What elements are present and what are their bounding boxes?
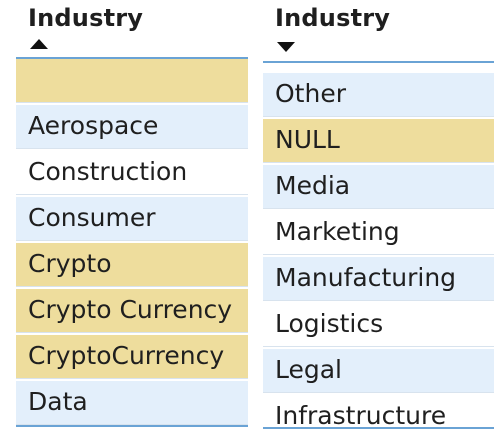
row-label: CryptoCurrency bbox=[28, 341, 225, 370]
industry-table-descending: Industry Other NULL Media Marketing Manufact… bbox=[263, 0, 494, 429]
header-divider bbox=[16, 57, 248, 59]
table-row[interactable]: Crypto bbox=[16, 243, 248, 287]
table-row[interactable]: NULL bbox=[263, 119, 494, 163]
column-header-title: Industry bbox=[28, 4, 144, 32]
sort-descending-icon[interactable] bbox=[277, 42, 295, 52]
column-header-title: Industry bbox=[275, 4, 391, 32]
row-label: Consumer bbox=[28, 203, 156, 232]
header-divider bbox=[263, 61, 494, 63]
table-row[interactable] bbox=[16, 59, 248, 103]
table-row[interactable]: Infrastructure bbox=[263, 395, 494, 428]
table-row[interactable]: Logistics bbox=[263, 303, 494, 347]
sort-ascending-icon[interactable] bbox=[30, 39, 48, 49]
column-header[interactable]: Industry bbox=[263, 0, 494, 63]
table-row[interactable]: Marketing bbox=[263, 211, 494, 255]
row-label: Legal bbox=[275, 355, 343, 384]
row-label: Data bbox=[28, 387, 88, 416]
table-row[interactable]: Consumer bbox=[16, 197, 248, 241]
table-row[interactable]: Crypto Currency bbox=[16, 289, 248, 333]
row-label: Other bbox=[275, 79, 346, 108]
table-row[interactable]: Media bbox=[263, 165, 494, 209]
row-label: Crypto bbox=[28, 249, 112, 278]
column-header[interactable]: Industry bbox=[16, 0, 248, 59]
row-label: Construction bbox=[28, 157, 188, 186]
row-label: Logistics bbox=[275, 309, 384, 338]
table-row[interactable]: Aerospace bbox=[16, 105, 248, 149]
row-label: Manufacturing bbox=[275, 263, 457, 292]
row-label: Aerospace bbox=[28, 111, 159, 140]
table-row[interactable]: Construction bbox=[16, 151, 248, 195]
industry-table-ascending: Industry Aerospace Construction Consumer Cr… bbox=[16, 0, 248, 427]
row-label: Crypto Currency bbox=[28, 295, 233, 324]
table-row[interactable]: Manufacturing bbox=[263, 257, 494, 301]
table-bottom-border bbox=[16, 425, 248, 427]
table-bottom-border bbox=[263, 427, 494, 429]
table-row[interactable]: Legal bbox=[263, 349, 494, 393]
row-label: Marketing bbox=[275, 217, 400, 246]
table-row[interactable]: CryptoCurrency bbox=[16, 335, 248, 379]
table-row[interactable]: Other bbox=[263, 73, 494, 117]
row-label: NULL bbox=[275, 125, 340, 154]
row-label: Media bbox=[275, 171, 351, 200]
row-list: Other NULL Media Marketing Manufacturing Logi… bbox=[263, 73, 494, 428]
row-list: Aerospace Construction Consumer Crypto Crypt… bbox=[16, 59, 248, 425]
row-label: Infrastructure bbox=[275, 401, 447, 428]
table-row[interactable]: Data bbox=[16, 381, 248, 425]
